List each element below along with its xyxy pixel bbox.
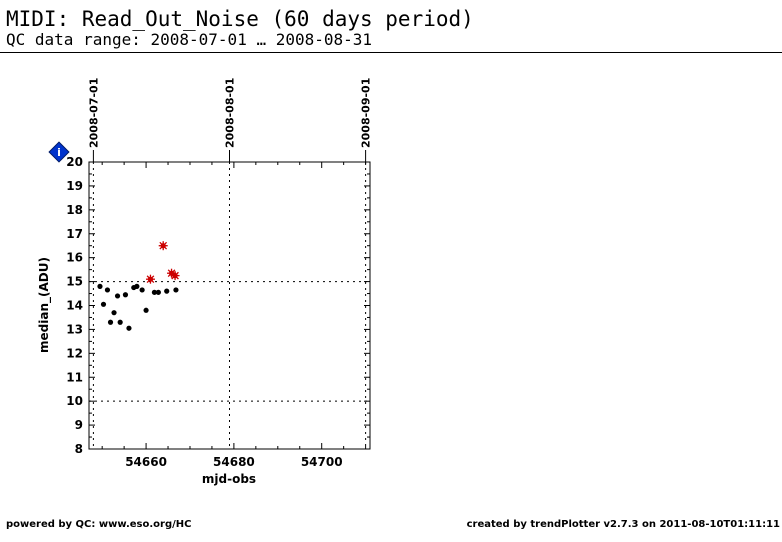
flagged-star-stroke bbox=[167, 269, 176, 278]
y-tick-label: 18 bbox=[66, 203, 83, 217]
data-point bbox=[139, 287, 145, 293]
data-range-subtitle: QC data range: 2008-07-01 … 2008-08-31 bbox=[6, 30, 373, 49]
flagged-data-point bbox=[158, 241, 168, 251]
date-marker-label: 2008-07-01 bbox=[87, 78, 100, 148]
y-tick-label: 11 bbox=[66, 370, 83, 384]
data-point bbox=[155, 289, 161, 295]
y-tick-label: 19 bbox=[66, 179, 83, 193]
data-point bbox=[100, 301, 107, 307]
info-icon-glyph: i bbox=[57, 146, 61, 159]
info-icon[interactable]: i bbox=[48, 141, 70, 163]
y-tick-label: 9 bbox=[75, 418, 83, 432]
header-divider bbox=[0, 52, 782, 53]
y-tick-label: 12 bbox=[66, 346, 83, 360]
y-tick-label: 17 bbox=[66, 227, 83, 241]
y-tick-label: 16 bbox=[66, 251, 83, 265]
footer-powered-by: powered by QC: www.eso.org/HC bbox=[6, 519, 192, 530]
flagged-star-stroke bbox=[146, 275, 155, 284]
data-point bbox=[117, 319, 123, 325]
axis-ticks bbox=[89, 161, 370, 450]
x-tick-label: 54700 bbox=[301, 455, 343, 469]
flagged-star-stroke bbox=[159, 241, 168, 250]
flagged-data-point bbox=[145, 274, 155, 284]
date-marker-label: 2008-09-01 bbox=[360, 78, 373, 148]
y-axis-title: median_(ADU) bbox=[37, 257, 52, 353]
data-point bbox=[143, 307, 149, 313]
date-markers: 2008-07-01 2008-08-01 2008-09-01 bbox=[87, 78, 373, 449]
x-tick-label: 54680 bbox=[213, 455, 255, 469]
data-points bbox=[97, 241, 180, 331]
data-point bbox=[97, 283, 103, 289]
y-tick-label: 20 bbox=[66, 155, 83, 169]
y-tick-label: 8 bbox=[75, 442, 83, 456]
data-point bbox=[111, 310, 117, 316]
data-point bbox=[114, 293, 121, 299]
footer-created-by: created by trendPlotter v2.7.3 on 2011-0… bbox=[466, 519, 780, 530]
reference-lines bbox=[89, 281, 370, 402]
date-marker-label: 2008-08-01 bbox=[224, 78, 237, 148]
data-point bbox=[126, 325, 132, 331]
flagged-star-stroke bbox=[171, 271, 179, 280]
y-tick-label: 15 bbox=[66, 275, 83, 289]
tick-labels: 8 9 10 11 12 13 14 15 16 17 18 19 20 54660 54680 54700 bbox=[66, 155, 342, 469]
y-tick-label: 14 bbox=[66, 299, 83, 313]
flagged-data-point bbox=[170, 271, 180, 281]
data-point bbox=[173, 287, 179, 293]
page-title: MIDI: Read_Out_Noise (60 days period) bbox=[6, 7, 474, 31]
data-point bbox=[107, 319, 114, 325]
y-tick-label: 10 bbox=[66, 394, 83, 408]
x-tick-label: 54660 bbox=[125, 455, 167, 469]
data-point bbox=[122, 292, 129, 298]
data-point bbox=[134, 283, 140, 289]
x-axis-title: mjd-obs bbox=[202, 472, 256, 486]
data-point bbox=[151, 289, 158, 295]
data-point bbox=[164, 288, 170, 294]
y-tick-label: 13 bbox=[66, 322, 83, 336]
data-point bbox=[104, 287, 111, 293]
